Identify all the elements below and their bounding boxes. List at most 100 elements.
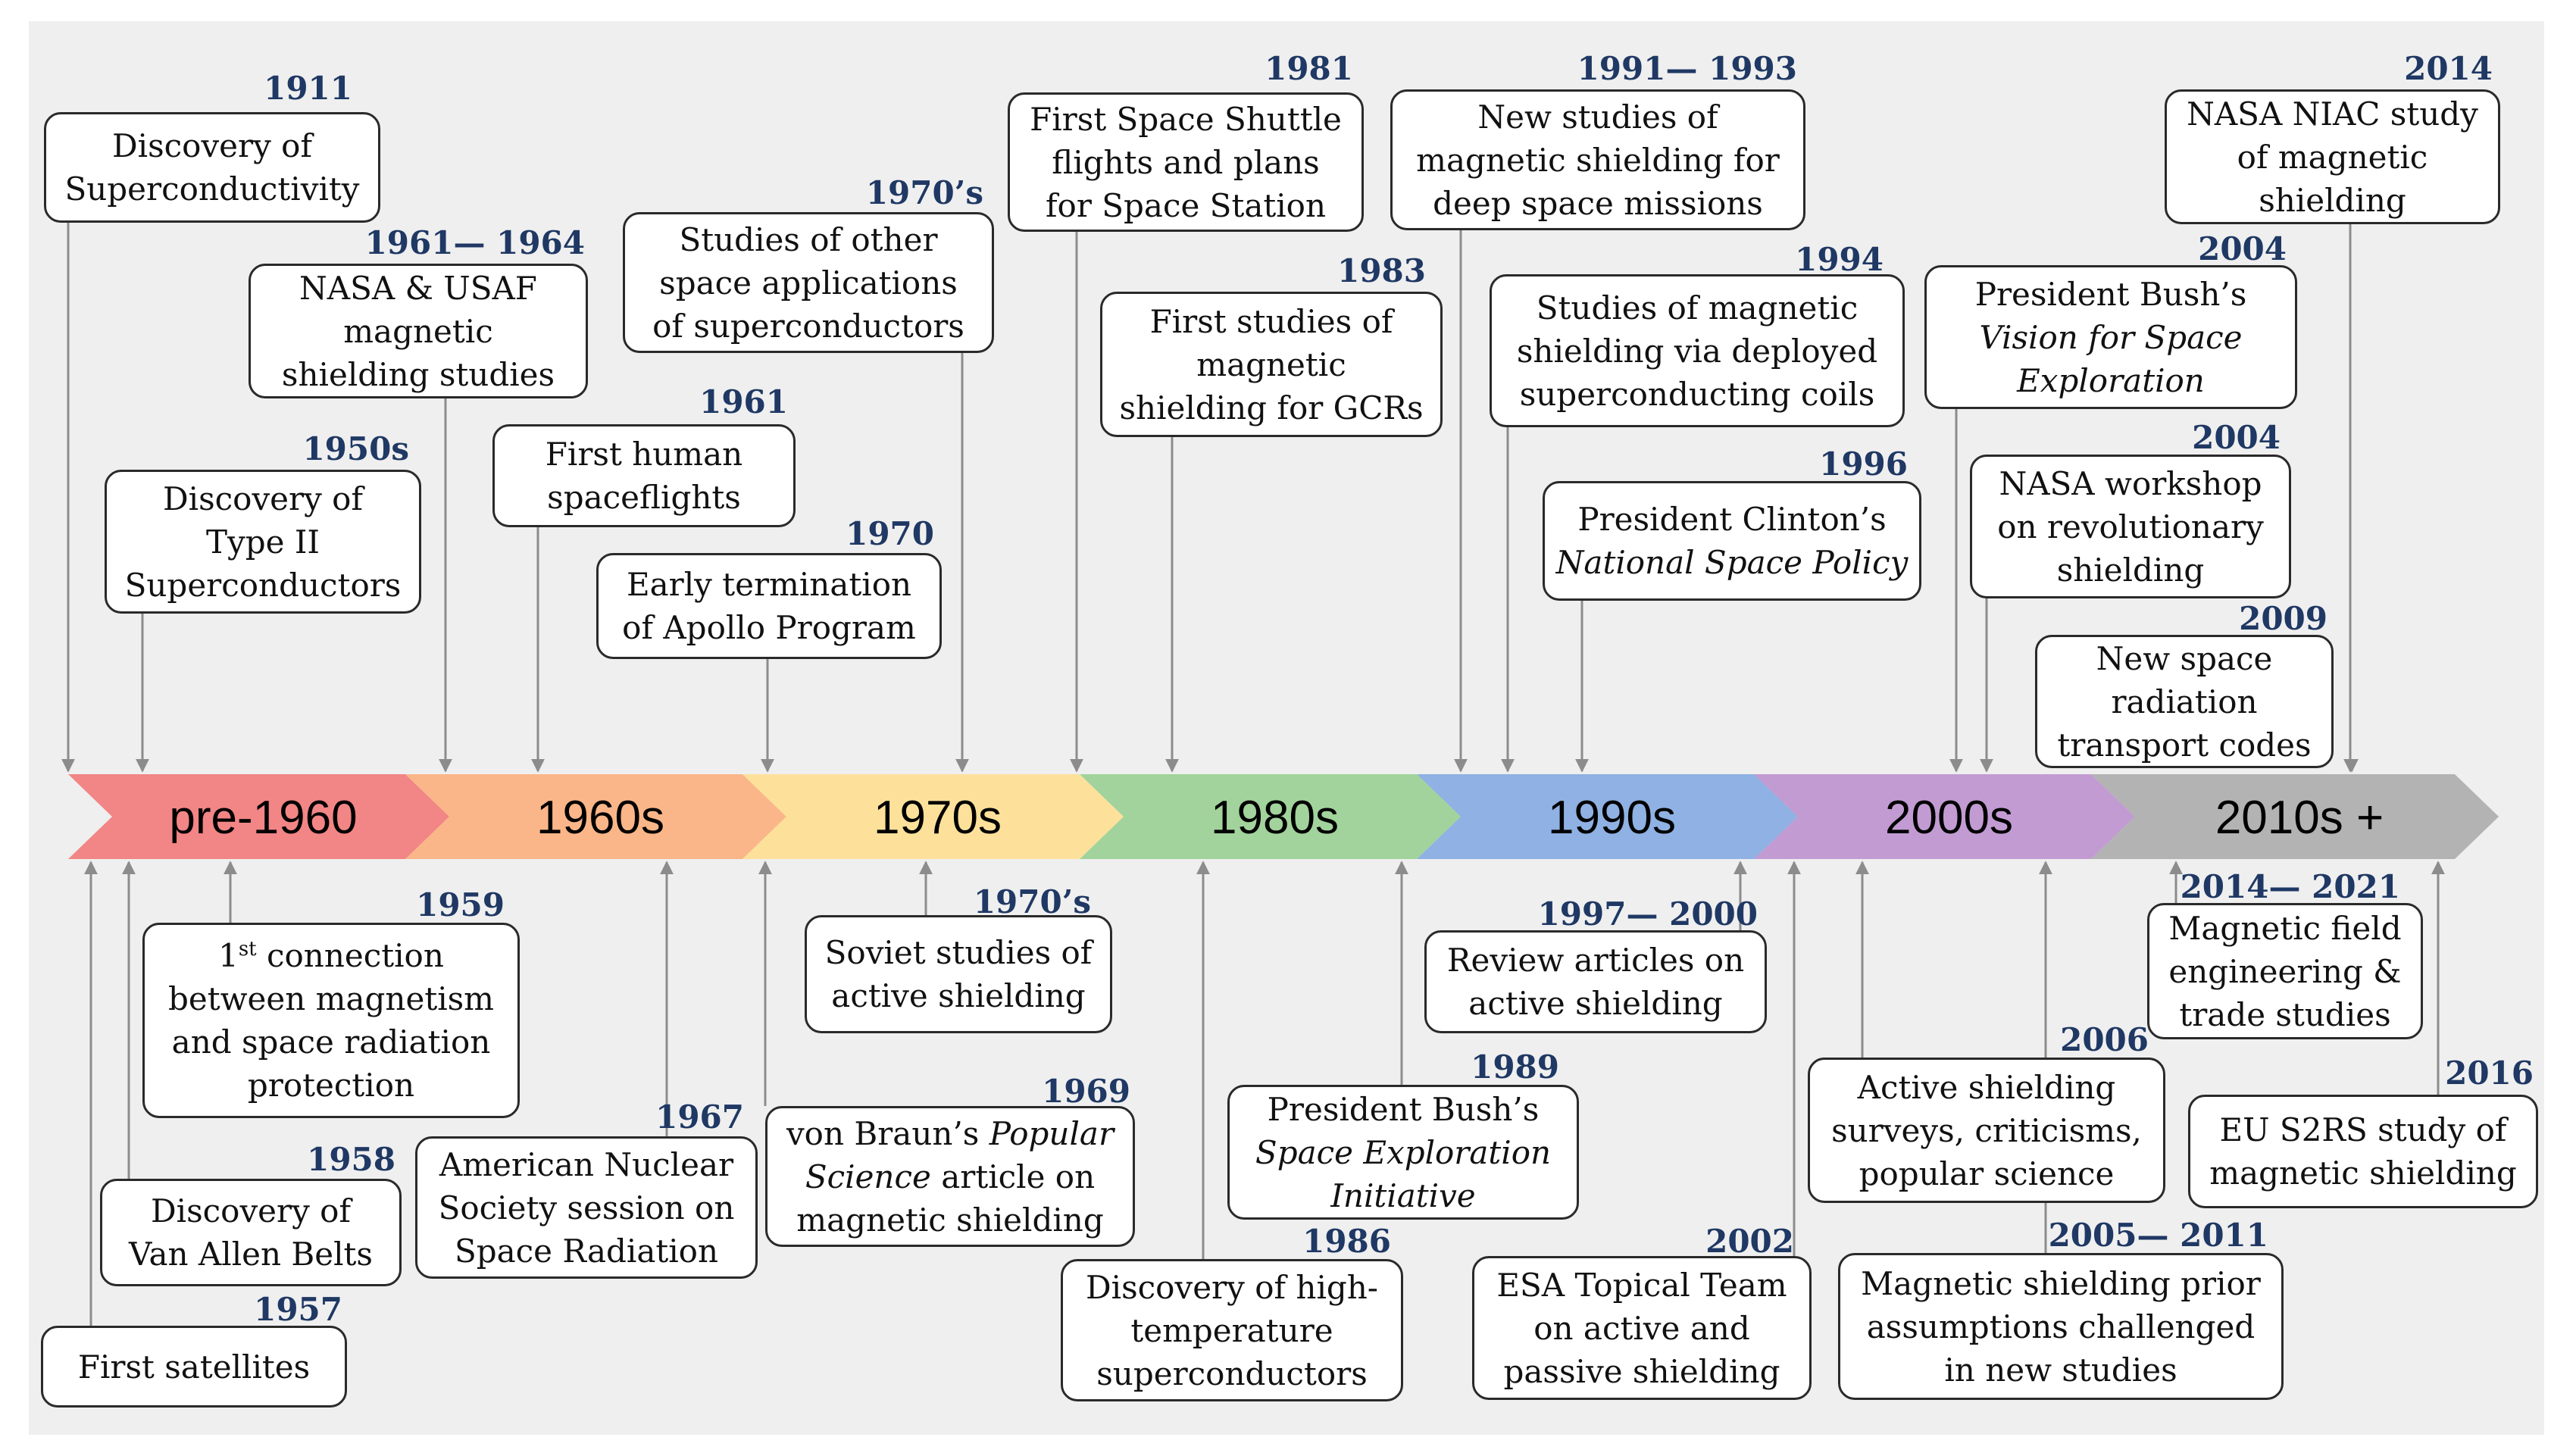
event-year: 1969 <box>1042 1073 1130 1110</box>
era-label-1980s: 1980s <box>1211 792 1339 844</box>
event-line: protection <box>247 1067 415 1104</box>
event-line: of superconductors <box>652 307 964 345</box>
event-text: Discovery of Type II Superconductors <box>125 477 402 607</box>
event-line: Vision for Space <box>1979 318 2243 356</box>
event-line: engineering & <box>2168 952 2402 990</box>
event-year: 1957 <box>254 1291 342 1328</box>
event-line: deep space missions <box>1433 184 1763 222</box>
event-box: Soviet studies of active shielding <box>805 915 1112 1033</box>
event-line: NASA workshop <box>1999 464 2262 502</box>
event-line: on revolutionary <box>1997 508 2264 545</box>
event-text: von Braun’s Popular Science article on mag… <box>786 1112 1114 1242</box>
event-box: Discovery of high-temperature superconduc… <box>1061 1259 1403 1401</box>
event-line: active shielding <box>1468 985 1723 1022</box>
event-line: Discovery of <box>162 480 364 517</box>
event-line: magnetic shielding <box>796 1201 1104 1239</box>
event-line: First studies of <box>1149 302 1393 340</box>
event-text: Review articles on active shielding <box>1447 939 1744 1025</box>
event-line: popular science <box>1859 1154 2115 1192</box>
event-line: radiation <box>2111 683 2258 720</box>
event-year: 2005— 2011 <box>2048 1217 2268 1254</box>
event-box: Discovery of Superconductivity <box>44 112 380 223</box>
event-box: American Nuclear Society session on Space … <box>415 1136 758 1279</box>
event-line: von Braun’s Popular <box>786 1114 1114 1152</box>
event-line: Society session on <box>438 1189 735 1226</box>
event-line: shielding studies <box>281 355 555 393</box>
event-box: New space radiation transport codes <box>2035 635 2334 768</box>
event-text: First studies of magnetic shielding for GC… <box>1119 300 1423 430</box>
event-year: 1958 <box>307 1141 395 1178</box>
era-chevron-1980s <box>1080 774 1461 859</box>
era-chevron-1960s <box>405 774 786 859</box>
event-line: spaceflights <box>547 479 741 516</box>
event-text: President Bush’s Vision for Space Explorat… <box>1975 273 2247 402</box>
event-line: 1st connection <box>218 937 444 974</box>
event-line: passive shielding <box>1503 1352 1780 1390</box>
event-line: in new studies <box>1944 1351 2177 1389</box>
event-text: New space radiation transport codes <box>2057 637 2311 767</box>
event-line: Discovery of <box>111 127 313 164</box>
event-text: ESA Topical Team on active and passive shi… <box>1496 1264 1787 1393</box>
event-line: Studies of magnetic <box>1536 289 1859 327</box>
event-line: shielding for GCRs <box>1119 389 1424 426</box>
event-year: 1961 <box>699 383 788 420</box>
event-line: First human <box>545 436 743 473</box>
event-line: on active and <box>1533 1309 1750 1347</box>
event-line: Superconductivity <box>64 170 360 208</box>
event-text: Discovery of Superconductivity <box>64 124 359 211</box>
era-chevron-2000s <box>1754 774 2135 859</box>
event-line: between magnetism <box>167 980 495 1017</box>
event-box: President Clinton’s National Space Policy <box>1543 481 1921 601</box>
event-year: 1959 <box>416 886 505 923</box>
event-year: 2002 <box>1705 1223 1794 1260</box>
era-label-pre-1960: pre-1960 <box>169 792 357 844</box>
event-box: Active shielding surveys, criticisms, popu… <box>1808 1058 2165 1203</box>
event-line: surveys, criticisms, <box>1831 1111 2142 1149</box>
event-line: Studies of other <box>679 220 938 258</box>
event-year: 2016 <box>2445 1055 2534 1092</box>
event-line: Magnetic shielding prior <box>1861 1264 2261 1302</box>
event-line: Early termination <box>626 566 912 603</box>
event-line: of Apollo Program <box>622 609 916 646</box>
event-line: Magnetic field <box>2168 909 2402 947</box>
event-year: 2009 <box>2239 600 2327 637</box>
event-year: 1967 <box>655 1098 744 1136</box>
event-box: First studies of magnetic shielding for GC… <box>1100 292 1443 437</box>
event-box: First satellites <box>41 1326 347 1408</box>
event-text: President Bush’s Space Exploration Initiat… <box>1255 1088 1551 1217</box>
event-line: and space radiation <box>171 1023 491 1061</box>
event-line: Exploration <box>2017 361 2205 399</box>
event-text: EU S2RS study of magnetic shielding <box>2209 1108 2516 1195</box>
event-year: 2004 <box>2198 230 2287 267</box>
event-text: First Space Shuttle flights and plans for … <box>1030 98 1342 227</box>
event-line: NASA NIAC study <box>2187 95 2478 133</box>
event-year: 2014— 2021 <box>2180 868 2400 905</box>
event-year: 1997— 2000 <box>1537 895 1758 933</box>
event-box: NASA workshop on revolutionary shielding <box>1970 455 2291 598</box>
event-year: 2004 <box>2192 419 2281 456</box>
event-box: von Braun’s Popular Science article on mag… <box>765 1106 1135 1247</box>
event-line: Superconductors <box>124 566 402 604</box>
event-box: New studies of magnetic shielding for deep… <box>1390 89 1805 230</box>
era-label-2010s: 2010s + <box>2215 792 2384 844</box>
event-text: First satellites <box>78 1345 310 1389</box>
era-label-1990s: 1990s <box>1548 792 1676 844</box>
event-line: Discovery of <box>150 1192 352 1229</box>
event-year: 1994 <box>1795 241 1884 278</box>
event-line: magnetic shielding <box>2209 1154 2517 1192</box>
event-line: Van Allen Belts <box>129 1236 373 1273</box>
event-line: EU S2RS study of <box>2219 1111 2507 1148</box>
event-line: National Space Policy <box>1555 544 1909 581</box>
event-box: Discovery of Van Allen Belts <box>100 1179 402 1286</box>
event-line: superconductors <box>1096 1354 1368 1392</box>
event-line: Type II <box>205 523 320 561</box>
event-text: New studies of magnetic shielding for deep… <box>1416 95 1780 225</box>
event-text: Discovery of Van Allen Belts <box>129 1189 373 1276</box>
event-year: 1996 <box>1819 445 1908 483</box>
event-box: Studies of other space applications of sup… <box>623 212 994 353</box>
event-box: Studies of magnetic shielding via deploye… <box>1490 274 1905 427</box>
event-text: Studies of other space applications of sup… <box>652 218 964 348</box>
event-text: Early termination of Apollo Program <box>622 563 916 649</box>
